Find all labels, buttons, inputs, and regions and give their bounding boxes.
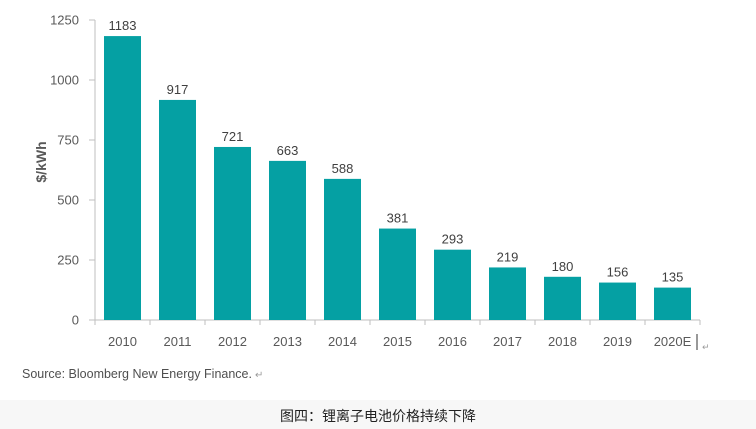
x-tick-label-2017: 2017 <box>493 334 522 349</box>
bar-2017 <box>489 267 526 320</box>
x-tick-label-2018: 2018 <box>548 334 577 349</box>
bar-2019 <box>599 282 636 320</box>
value-label-2010: 1183 <box>109 18 137 33</box>
bar-2014 <box>324 178 361 320</box>
x-tick-label-2016: 2016 <box>438 334 467 349</box>
source-text: Source: Bloomberg New Energy Finance. <box>22 367 252 381</box>
y-tick-label: 500 <box>57 193 79 208</box>
x-tick-label-2011: 2011 <box>164 334 192 349</box>
y-tick-label: 250 <box>57 253 79 268</box>
value-label-2020E: 135 <box>662 270 684 285</box>
value-label-2018: 180 <box>552 259 574 274</box>
bar-2011 <box>159 99 196 320</box>
x-tick-label-2020E: 2020E <box>654 334 692 349</box>
bar-2015 <box>379 228 416 320</box>
y-tick-label: 1250 <box>50 13 79 28</box>
value-label-2013: 663 <box>277 143 299 158</box>
value-label-2015: 381 <box>387 211 409 226</box>
x-tick-label-2010: 2010 <box>108 334 137 349</box>
bar-2012 <box>214 146 251 320</box>
bar-2018 <box>544 276 581 320</box>
x-tick-label-2014: 2014 <box>328 334 357 349</box>
x-tick-label-2012: 2012 <box>218 334 247 349</box>
figure-caption: 图四：锂离子电池价格持续下降 <box>280 409 476 425</box>
bar-2013 <box>269 160 306 320</box>
x-tick-label-2015: 2015 <box>383 334 412 349</box>
x-tick-label-2013: 2013 <box>273 334 302 349</box>
value-label-2014: 588 <box>332 161 354 176</box>
footer-band <box>0 400 756 429</box>
return-mark: ↵ <box>254 370 264 381</box>
value-label-2017: 219 <box>497 249 519 264</box>
bar-2020E <box>654 287 691 320</box>
y-tick-label: 750 <box>57 133 79 148</box>
y-tick-label: 1000 <box>50 73 79 88</box>
axis-end-return-mark: ↵ <box>702 343 710 353</box>
bar-2016 <box>434 249 471 320</box>
value-label-2016: 293 <box>442 232 464 247</box>
value-label-2019: 156 <box>607 265 629 280</box>
x-tick-label-2019: 2019 <box>603 334 632 349</box>
value-label-2012: 721 <box>222 129 244 144</box>
source-note: Source: Bloomberg New Energy Finance. ↵ <box>22 367 263 381</box>
y-axis-title: $/kWh <box>33 141 49 182</box>
value-label-2011: 917 <box>167 82 189 97</box>
bar-2010 <box>104 36 141 321</box>
y-tick-label: 0 <box>72 313 79 328</box>
